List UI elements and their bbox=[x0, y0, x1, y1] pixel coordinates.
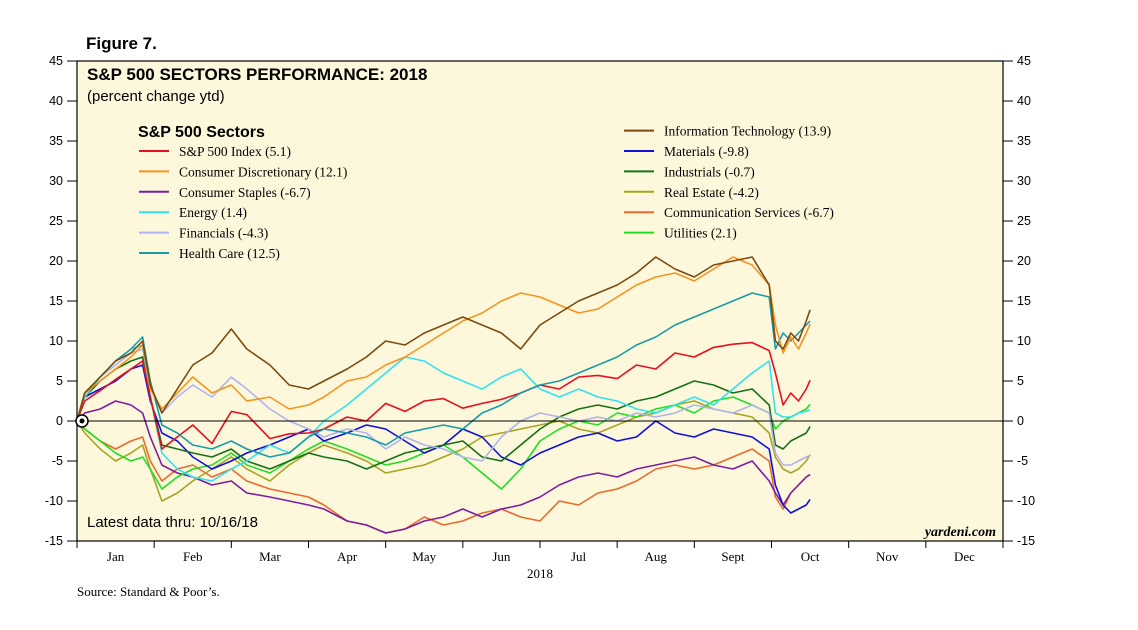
right-y-tick-label: 5 bbox=[1017, 374, 1024, 388]
right-y-tick-label: 0 bbox=[1017, 414, 1024, 428]
chart-title: S&P 500 SECTORS PERFORMANCE: 2018 bbox=[87, 65, 427, 84]
right-y-tick-label: 25 bbox=[1017, 214, 1031, 228]
x-tick-label: Jan bbox=[107, 549, 125, 564]
right-y-tick-label: 45 bbox=[1017, 54, 1031, 68]
left-y-axis: -15 -10 -5 0 5 10 15 20 25 30 35 40 45 bbox=[45, 54, 63, 548]
series-line bbox=[76, 256, 811, 422]
series-line bbox=[76, 341, 811, 450]
latest-data-note: Latest data thru: 10/16/18 bbox=[87, 514, 258, 531]
left-y-tick-label: 10 bbox=[49, 334, 63, 348]
legend-label: Industrials (-0.7) bbox=[664, 164, 755, 179]
series-line bbox=[76, 348, 811, 466]
series-line bbox=[76, 292, 811, 458]
left-y-tick-label: 30 bbox=[49, 174, 63, 188]
x-tick-label: Sept bbox=[721, 549, 745, 564]
right-y-tick-label: 30 bbox=[1017, 174, 1031, 188]
left-y-tick-label: 20 bbox=[49, 254, 63, 268]
right-y-tick-label: 20 bbox=[1017, 254, 1031, 268]
right-y-tick-label: -5 bbox=[1017, 454, 1028, 468]
legend-label: Communication Services (-6.7) bbox=[664, 205, 834, 220]
right-y-tick-label: -15 bbox=[1017, 534, 1035, 548]
legend-label: Information Technology (13.9) bbox=[664, 124, 831, 139]
series-line bbox=[76, 400, 811, 534]
left-y-tick-label: -5 bbox=[52, 454, 63, 468]
left-y-tick-label: -10 bbox=[45, 494, 63, 508]
legend-label: S&P 500 Index (5.1) bbox=[179, 144, 291, 159]
left-y-tick-label: 0 bbox=[56, 414, 63, 428]
x-tick-label: Dec bbox=[954, 549, 975, 564]
x-axis-year-label: 2018 bbox=[527, 566, 553, 581]
x-tick-label: Mar bbox=[259, 549, 281, 564]
left-y-tick-label: 5 bbox=[56, 374, 63, 388]
series-line bbox=[76, 420, 811, 534]
legend-label: Real Estate (-4.2) bbox=[664, 185, 759, 200]
x-tick-label: Oct bbox=[801, 549, 820, 564]
left-y-tick-label: 45 bbox=[49, 54, 63, 68]
legend-label: Utilities (2.1) bbox=[664, 226, 737, 241]
left-y-tick-label: 35 bbox=[49, 134, 63, 148]
legend-label: Health Care (12.5) bbox=[179, 246, 280, 261]
series-line bbox=[76, 364, 811, 514]
series-line bbox=[76, 344, 811, 482]
x-tick-label: Feb bbox=[183, 549, 203, 564]
right-y-tick-label: 35 bbox=[1017, 134, 1031, 148]
right-y-tick-label: -10 bbox=[1017, 494, 1035, 508]
right-y-tick-label: 15 bbox=[1017, 294, 1031, 308]
legend-label: Energy (1.4) bbox=[179, 205, 247, 220]
start-marker-dot bbox=[79, 418, 85, 424]
legend-label: Consumer Staples (-6.7) bbox=[179, 185, 311, 200]
right-y-axis: -15 -10 -5 0 5 10 15 20 25 30 35 40 45 bbox=[1017, 54, 1035, 548]
series-line bbox=[76, 356, 811, 470]
left-y-tick-label: 15 bbox=[49, 294, 63, 308]
x-tick-label: May bbox=[412, 549, 436, 564]
left-y-tick-label: -15 bbox=[45, 534, 63, 548]
series-lines bbox=[76, 256, 811, 534]
legend: S&P 500 Index (5.1) Consumer Discretionar… bbox=[139, 124, 834, 261]
legend-label: Financials (-4.3) bbox=[179, 226, 268, 241]
legend-label: Materials (-9.8) bbox=[664, 144, 749, 159]
x-tick-label: Jun bbox=[492, 549, 511, 564]
x-axis-months: Jan Feb Mar Apr May Jun Jul Aug Sept Oct Nov Dec bbox=[107, 549, 975, 564]
right-y-tick-label: 40 bbox=[1017, 94, 1031, 108]
left-y-tick-label: 40 bbox=[49, 94, 63, 108]
x-tick-label: Aug bbox=[645, 549, 668, 564]
left-y-tick-label: 25 bbox=[49, 214, 63, 228]
series-line bbox=[76, 396, 811, 490]
legend-label: Consumer Discretionary (12.1) bbox=[179, 164, 347, 179]
right-y-tick-label: 10 bbox=[1017, 334, 1031, 348]
figure-label: Figure 7. bbox=[86, 34, 157, 53]
x-tick-label: Apr bbox=[337, 549, 358, 564]
legend-title: S&P 500 Sectors bbox=[138, 124, 265, 141]
x-tick-label: Nov bbox=[876, 549, 899, 564]
x-tick-label: Jul bbox=[571, 549, 587, 564]
chart-subtitle: (percent change ytd) bbox=[87, 88, 225, 105]
brand-label: yardeni.com bbox=[923, 525, 996, 540]
source-note: Source: Standard & Poor’s. bbox=[77, 584, 220, 599]
